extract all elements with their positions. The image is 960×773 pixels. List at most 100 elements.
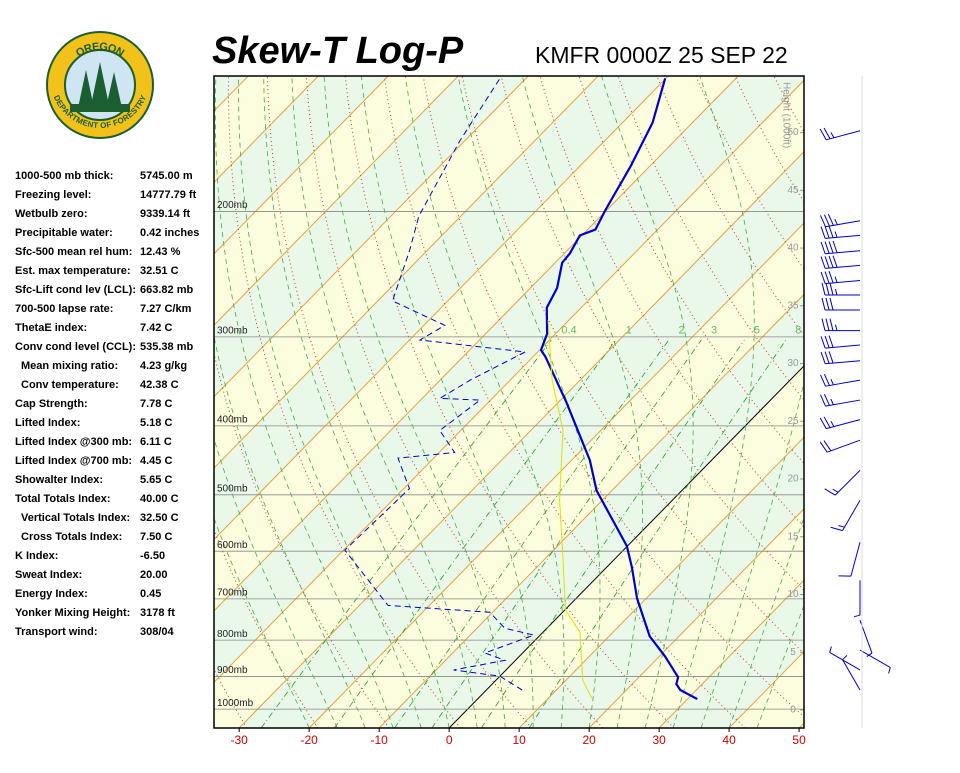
index-label: Cap Strength: [15,398,88,410]
index-value: 5.18 C [140,417,172,429]
pressure-label: 900mb [217,665,248,676]
barb-half [843,655,847,659]
barb-full [825,352,829,364]
wind-barb [821,351,860,363]
barb-full [829,351,833,363]
pressure-label: 700mb [217,587,248,598]
barb-full [825,242,829,254]
wind-barb [839,542,860,576]
barb-full [820,375,825,386]
index-label: Yonker Mixing Height: [15,607,130,619]
wind-barb [822,283,860,295]
barb-half [833,489,838,492]
mixing-ratio-label: 3 [711,325,717,337]
wind-barb [831,500,860,530]
barb-half [889,668,891,674]
index-label: Cross Totals Index: [21,531,122,543]
barb-full [830,298,833,310]
barb-full [821,272,825,284]
barb-full [821,242,825,254]
index-value: 5745.00 m [140,170,193,182]
barb-staff [827,440,860,452]
index-label: Total Totals Index: [15,493,111,505]
index-label: Est. max temperature: [15,265,131,277]
height-label: 40 [787,243,799,254]
barb-full [831,527,843,530]
index-value: 14777.79 ft [140,189,197,201]
height-label: 30 [787,358,799,369]
index-value: 42.38 C [140,379,179,391]
height-label: 5 [790,647,796,658]
index-label: Sfc-Lift cond lev (LCL): [15,284,136,296]
wind-barb [820,128,860,140]
index-value: 4.23 g/kg [140,360,187,372]
index-value: 9339.14 ft [140,208,190,220]
index-value: 0.45 [140,588,161,600]
wind-barb [821,271,860,283]
x-tick-label: 0 [446,733,453,747]
mixing-ratio-label: 8 [795,325,801,337]
barb-staff [860,650,890,668]
index-value: 32.51 C [140,265,179,277]
index-label: 1000-500 mb thick: [15,170,113,182]
barb-staff [851,542,860,576]
mixing-ratio-label: 5 [754,325,760,337]
x-tick-label: 10 [512,733,526,747]
x-tick-label: 50 [792,733,806,747]
barb-half [836,289,838,295]
barb-half [831,132,834,137]
barb-full [825,256,829,268]
pressure-label: 600mb [217,540,248,551]
barb-full [825,226,829,238]
barb-full [822,319,825,331]
height-label: 15 [787,531,799,542]
index-value: 5.65 C [140,474,172,486]
index-value: 7.78 C [140,398,172,410]
dry-adiabat [812,74,960,728]
index-value: 7.50 C [140,531,172,543]
dry-adiabat [928,74,960,728]
index-value: 7.27 C/km [140,303,192,315]
pressure-label: 800mb [217,629,248,640]
index-label: Lifted Index: [15,417,80,429]
dry-adiabat [850,74,960,728]
barb-full [830,319,833,331]
barb-staff [825,345,860,348]
height-axis-title: Height (1000ft) [780,82,791,148]
index-label: Lifted Index @300 mb: [15,436,132,448]
wind-barb [820,417,860,429]
wind-barb [822,298,860,310]
index-label: Sweat Index: [15,569,82,581]
index-label: Transport wind: [15,626,98,638]
index-label: Conv temperature: [21,379,119,391]
wind-barb [830,646,860,669]
index-label: Vertical Totals Index: [21,512,130,524]
index-value: 20.00 [140,569,168,581]
barb-full [829,271,833,283]
barb-full [829,336,833,348]
barb-half [835,219,838,225]
height-label: 0 [790,705,796,716]
wind-barb [854,580,860,617]
barb-full [824,374,829,385]
height-label: 25 [787,416,799,427]
barb-full [833,256,837,268]
title: Skew-T Log-P [212,30,464,72]
barb-full [833,241,837,253]
barb-half [830,646,832,652]
mixing-ratio-label: 0.4 [561,325,576,337]
barb-half [854,615,860,617]
barb-full [830,283,833,295]
wind-barb [821,336,860,348]
barb-staff [825,265,860,268]
index-label: Lifted Index @700 mb: [15,455,132,467]
x-tick-label: 20 [582,733,596,747]
index-label: ThetaE index: [15,322,87,334]
index-value: 663.82 mb [140,284,193,296]
barb-full [820,395,825,406]
pressure-label: 500mb [217,483,248,494]
index-value: 32.50 C [140,512,179,524]
pressure-label: 200mb [217,200,248,211]
index-value: 6.11 C [140,436,172,448]
